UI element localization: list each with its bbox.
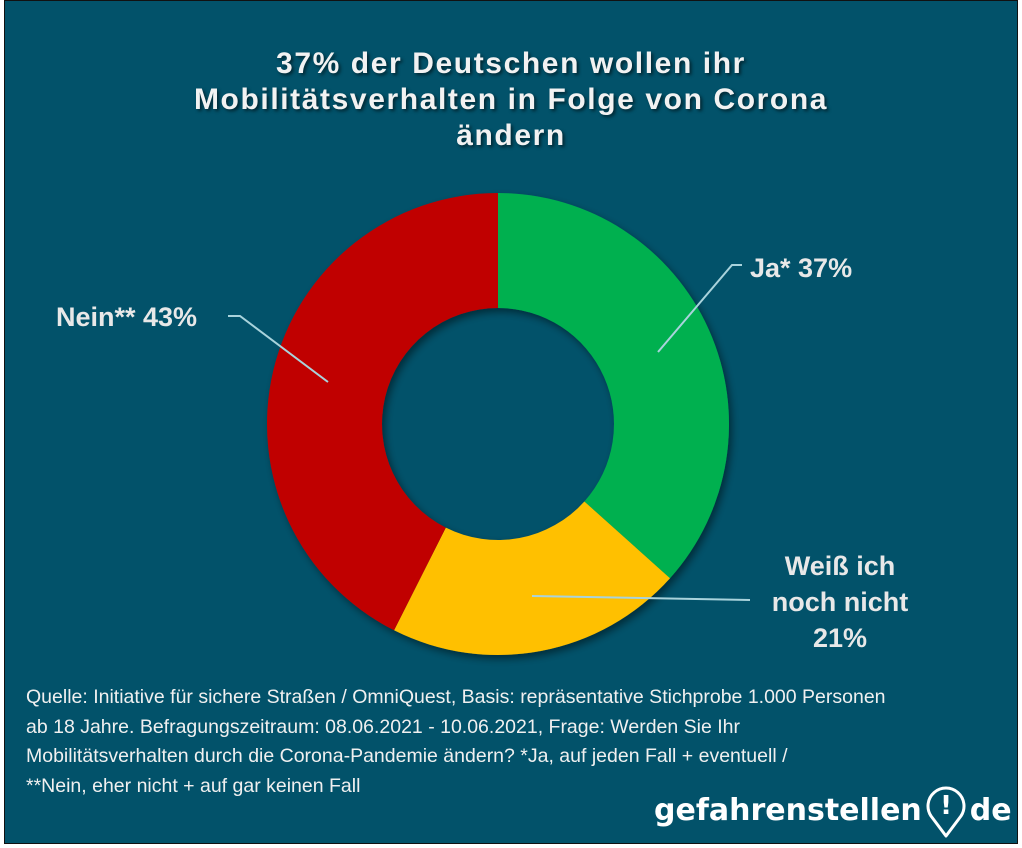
brand-logo: gefahrenstellen ! de <box>654 780 1012 840</box>
source-line-4: **Nein, eher nicht + auf gar keinen Fall <box>26 774 361 797</box>
source-line-3: Mobilitätsverhalten durch die Corona-Pan… <box>26 745 788 767</box>
infographic-panel <box>4 0 1018 844</box>
chart-title-line-3: ändern <box>456 119 566 152</box>
data-label-weiss: Weiß ich noch nicht 21% <box>740 548 940 656</box>
data-label-weiss-line-2: noch nicht <box>771 587 909 617</box>
chart-title-line-2: Mobilitätsverhalten in Folge von Corona <box>193 83 829 116</box>
source-note: Quelle: Initiative für sichere Straßen /… <box>26 683 996 801</box>
source-line-1: Quelle: Initiative für sichere Straßen /… <box>26 686 886 708</box>
logo-text-main: gefahrenstellen <box>654 792 922 828</box>
leader-line-nein <box>228 315 329 383</box>
donut-slice-ja <box>498 193 730 579</box>
data-label-weiss-line-1: Weiß ich <box>784 551 896 581</box>
donut-slice-weiss <box>394 501 670 655</box>
data-label-weiss-line-3: 21% <box>812 623 868 653</box>
data-label-nein: Nein** 43% <box>56 302 198 332</box>
logo-text-tld: de <box>969 792 1012 828</box>
chart-title: 37% der Deutschen wollen ihr Mobilitätsv… <box>0 46 1022 154</box>
source-line-2: ab 18 Jahre. Befragungszeitraum: 08.06.2… <box>26 715 741 738</box>
leader-line-ja <box>657 264 742 353</box>
map-pin-exclamation-icon: ! <box>926 786 966 838</box>
logo-pin-glyph: ! <box>940 791 952 821</box>
leader-lines <box>228 264 751 601</box>
donut-slices <box>266 193 730 655</box>
chart-title-line-1: 37% der Deutschen wollen ihr <box>276 47 746 80</box>
donut-slice-nein <box>266 193 498 631</box>
data-label-ja: Ja* 37% <box>750 253 853 283</box>
leader-line-weiss <box>531 595 751 601</box>
